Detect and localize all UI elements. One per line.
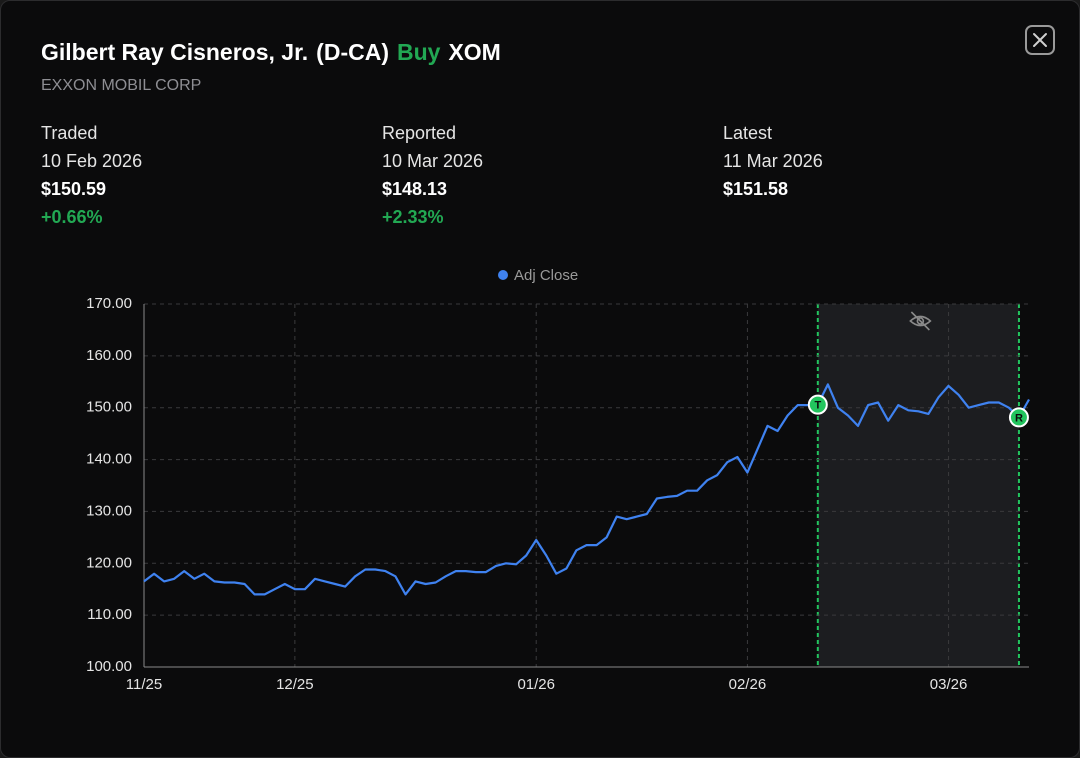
- holding-region: [817, 304, 1019, 667]
- price-line: [143, 383, 1030, 596]
- close-icon: [1033, 33, 1047, 47]
- y-tick-label: 110.00: [87, 606, 132, 623]
- y-tick-label: 140.00: [86, 451, 132, 468]
- stat-price: $151.58: [723, 179, 789, 199]
- close-button[interactable]: [1025, 25, 1055, 55]
- stat-price: $150.59: [41, 179, 107, 199]
- y-tick-label: 170.00: [86, 295, 132, 312]
- slash: [910, 311, 930, 331]
- trade-marker-label: R: [1015, 412, 1023, 424]
- stat-date: 10 Mar 2026: [382, 151, 484, 171]
- header: Gilbert Ray Cisneros, Jr. (D-CA) Buy XOM: [41, 39, 509, 66]
- x-tick-label: 11/25: [126, 676, 162, 693]
- stat-price: $148.13: [382, 179, 448, 199]
- member-name: Gilbert Ray Cisneros, Jr.: [41, 39, 309, 65]
- trade-marker-label: T: [814, 400, 821, 412]
- stat-change: +2.33%: [382, 207, 444, 227]
- stat-label: Reported: [382, 123, 457, 143]
- trade-marker: [807, 394, 828, 415]
- legend-label: Adj Close: [514, 267, 578, 284]
- trade-marker: [1008, 407, 1029, 428]
- x-tick-label: 02/26: [729, 676, 767, 693]
- ticker: XOM: [448, 39, 501, 65]
- stat-column: Latest 11 Mar 2026 $151.58: [723, 122, 823, 206]
- y-tick-label: 100.00: [86, 658, 132, 675]
- pupil: [916, 317, 925, 325]
- y-tick-label: 150.00: [86, 399, 132, 416]
- stat-label: Latest: [723, 123, 773, 143]
- action: Buy: [396, 39, 441, 65]
- eye: [909, 315, 932, 327]
- x-tick-label: 01/26: [517, 676, 555, 693]
- stat-label: Traded: [41, 123, 98, 143]
- y-tick-label: 160.00: [86, 347, 132, 364]
- stat-date: 11 Mar 2026: [723, 151, 823, 171]
- party: (D-CA): [316, 39, 389, 65]
- stat-column: Traded 10 Feb 2026 $150.59 +0.66%: [41, 122, 142, 234]
- stat-date: 10 Feb 2026: [41, 151, 143, 171]
- hide-icon: [909, 311, 932, 331]
- company: EXXON MOBIL CORP: [41, 77, 202, 94]
- y-tick-label: 120.00: [86, 554, 132, 571]
- legend-dot: [498, 270, 508, 280]
- x-tick-label: 12/25: [276, 676, 314, 693]
- stat-column: Reported 10 Mar 2026 $148.13 +2.33%: [382, 122, 483, 234]
- stat-change: +0.66%: [41, 207, 103, 227]
- y-tick-label: 130.00: [86, 502, 132, 519]
- x-tick-label: 03/26: [930, 676, 968, 693]
